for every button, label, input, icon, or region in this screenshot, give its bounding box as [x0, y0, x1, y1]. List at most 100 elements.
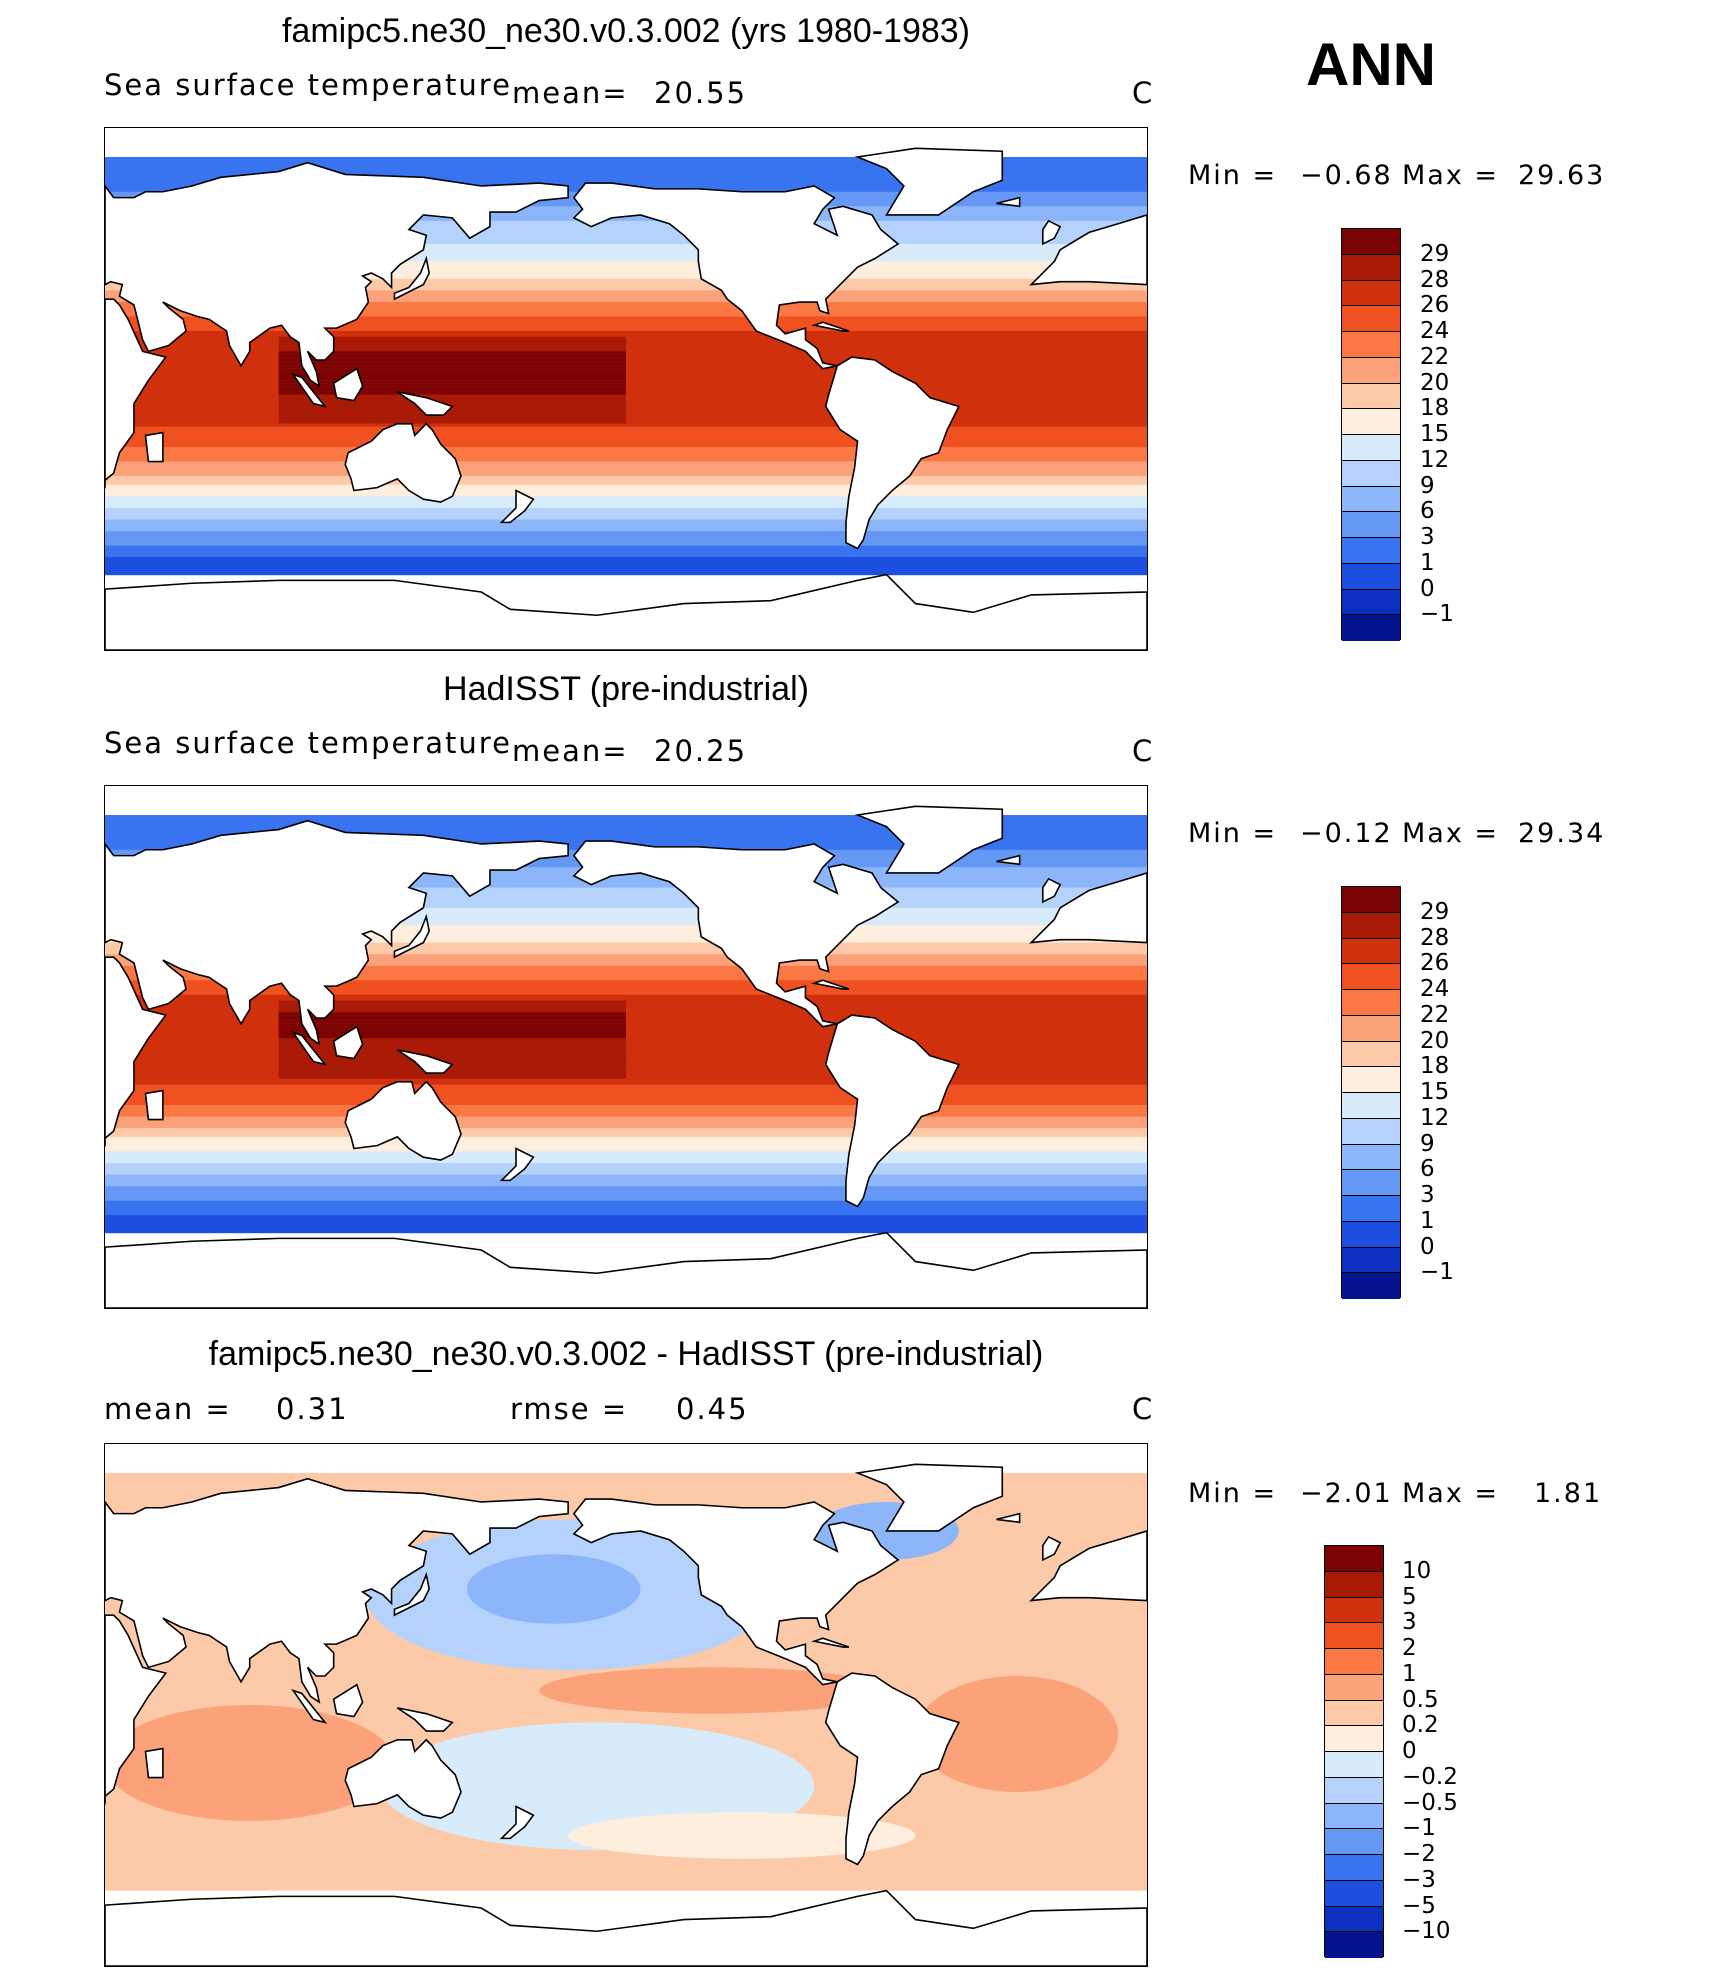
diff-anomaly-patch	[539, 1667, 887, 1714]
colorbar-tick-label: 1	[1420, 549, 1435, 576]
colorbar-swatch	[1325, 1623, 1383, 1649]
sst-band	[105, 159, 1147, 164]
warm-pool-band	[278, 400, 626, 405]
diff-anomaly-patch	[915, 1676, 1119, 1792]
panel2-units: C	[1132, 734, 1155, 768]
sst-band	[105, 1197, 1147, 1202]
sst-band	[105, 307, 1147, 312]
panel3-mean-value: 0.31	[276, 1392, 349, 1426]
sst-band	[105, 983, 1147, 987]
sst-band	[105, 928, 1147, 932]
sst-band	[105, 1139, 1147, 1144]
sst-band	[105, 313, 1147, 318]
land-outline	[824, 356, 960, 550]
sst-band	[105, 522, 1147, 526]
sst-band	[105, 1218, 1147, 1222]
colorbar-tick-label: 18	[1420, 1053, 1450, 1080]
warm-pool-band	[278, 354, 626, 358]
land-outline	[105, 161, 569, 388]
colorbar-tick-label: 3	[1420, 524, 1435, 550]
colorbar-swatch	[1342, 1093, 1400, 1119]
colorbar-swatch	[1342, 229, 1400, 255]
land-outline	[396, 391, 454, 416]
panel1-mean-label: mean=	[512, 76, 629, 110]
sst-band	[105, 838, 1147, 842]
land-outline	[105, 298, 168, 489]
sst-band	[105, 165, 1147, 170]
land-outline	[344, 1080, 462, 1161]
warm-pool-band	[278, 1018, 626, 1022]
colorbar-tick-label: 9	[1420, 1130, 1435, 1157]
warm-pool-band	[278, 412, 626, 416]
sst-band	[105, 1107, 1147, 1112]
land-outline	[105, 1231, 1147, 1308]
sst-band	[105, 449, 1147, 454]
colorbar-swatch	[1325, 1855, 1383, 1881]
land-outline	[332, 1683, 364, 1718]
sst-band	[105, 235, 1147, 239]
land-outline	[1029, 1530, 1147, 1602]
colorbar-tick-label: −3	[1402, 1866, 1436, 1893]
colorbar-swatch	[1342, 1273, 1400, 1299]
sst-band	[105, 571, 1147, 576]
colorbar-tick-label: 0.2	[1402, 1712, 1439, 1739]
sst-band	[105, 1084, 1147, 1089]
sst-band	[105, 1226, 1147, 1231]
sst-band	[105, 1215, 1147, 1219]
colorbar-tick-label: 5	[1402, 1583, 1417, 1610]
colorbar-tick-label: 24	[1420, 976, 1450, 1002]
sst-band	[105, 1221, 1147, 1225]
colorbar-tick-label: 9	[1420, 472, 1435, 499]
warm-pool-band	[278, 351, 626, 355]
sst-band	[105, 893, 1147, 897]
land-outline	[144, 1089, 164, 1121]
colorbar-tick-label: −1	[1402, 1815, 1436, 1842]
sst-band	[105, 162, 1147, 167]
sst-band	[105, 890, 1147, 894]
land-outline	[393, 913, 431, 959]
warm-pool-band	[278, 1055, 626, 1060]
sst-band	[105, 957, 1147, 961]
sst-band	[105, 528, 1147, 532]
colorbar-tick-label: 12	[1420, 446, 1450, 473]
sst-band	[105, 919, 1147, 923]
sst-band	[105, 907, 1147, 912]
panel1-colorbar	[1341, 228, 1401, 641]
warm-pool-band	[278, 383, 626, 387]
warm-pool-band	[278, 1029, 626, 1034]
colorbar-tick-label: −10	[1402, 1918, 1451, 1945]
panel3-rmse-label: rmse =	[510, 1392, 629, 1426]
sst-band	[105, 467, 1147, 471]
sst-band	[105, 1102, 1147, 1106]
panel3-map-svg	[105, 1463, 1147, 1966]
sst-band	[105, 1180, 1147, 1184]
sst-band	[105, 1096, 1147, 1100]
sst-band	[105, 1093, 1147, 1097]
panel3-max-value: 1.81	[1534, 1478, 1603, 1509]
sst-band	[105, 1194, 1147, 1199]
colorbar-swatch	[1325, 1777, 1383, 1804]
sst-band	[105, 241, 1147, 245]
warm-pool-band	[278, 1003, 626, 1007]
sst-band	[105, 435, 1147, 439]
colorbar-swatch	[1342, 538, 1400, 564]
sst-band	[105, 171, 1147, 176]
sst-band	[105, 980, 1147, 984]
colorbar-swatch	[1342, 280, 1400, 307]
season-label: ANN	[1306, 31, 1436, 98]
sst-band	[105, 1192, 1147, 1196]
sst-band	[105, 829, 1147, 834]
sst-band	[105, 933, 1147, 938]
panel3-title: famipc5.ne30_ne30.v0.3.002 - HadISST (pr…	[208, 1335, 1044, 1373]
warm-pool-band	[278, 389, 626, 393]
warm-pool-band	[278, 1081, 626, 1086]
panel3-colorbar	[1324, 1545, 1384, 1958]
colorbar-tick-label: 22	[1420, 1001, 1450, 1028]
colorbar-swatch	[1325, 1597, 1383, 1624]
sst-band	[105, 1160, 1147, 1164]
sst-band	[105, 548, 1147, 552]
land-outline	[105, 573, 1147, 650]
colorbar-swatch	[1342, 990, 1400, 1016]
colorbar-swatch	[1342, 1170, 1400, 1196]
sst-band	[105, 304, 1147, 309]
